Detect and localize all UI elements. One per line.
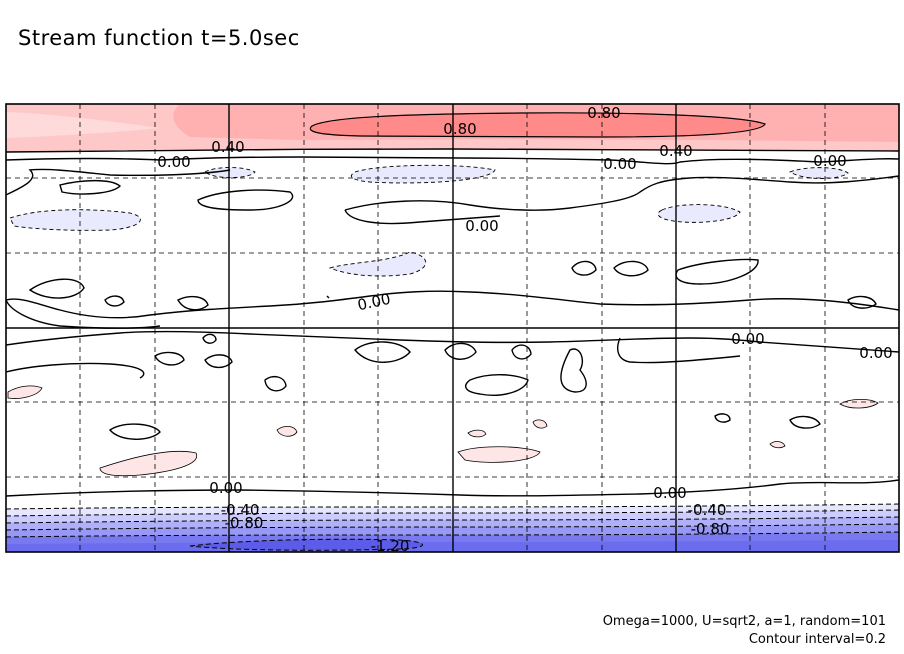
contour-label-5: 0.00	[603, 155, 636, 173]
contour-label-17: -1.20	[371, 537, 410, 555]
contour-label-2: 0.40	[211, 138, 244, 156]
contour-label-10: 0.00	[859, 344, 892, 362]
footer-parameters: Omega=1000, U=sqrt2, a=1, random=101	[602, 614, 886, 629]
contour-label-6: 0.00	[813, 152, 846, 170]
plot-area: 0.80 0.80 0.40 0.40 0.00 0.00 0.00 0.00 0.00 0.00…	[6, 104, 899, 555]
negative-contour-lines	[6, 503, 899, 538]
positive-core	[309, 112, 766, 138]
contour-label-12: 0.00	[653, 484, 686, 502]
contour-label-1: 0.80	[443, 120, 476, 138]
footer-contour-interval: Contour interval=0.2	[748, 632, 886, 647]
contour-label-14: -0.40	[688, 501, 727, 519]
grid-dashed	[6, 104, 899, 552]
contour-label-3: 0.40	[659, 142, 692, 160]
positive-band-light-left	[6, 112, 160, 138]
contour-label-4: 0.00	[157, 153, 190, 171]
contour-label-16: -0.80	[691, 520, 730, 538]
contour-label-7: 0.00	[465, 217, 498, 235]
negative-blobs	[9, 164, 849, 277]
contour-label-13: -0.40	[221, 501, 260, 519]
chart-title: Stream function t=5.0sec	[18, 26, 300, 50]
contour-label-15: -0.80	[225, 514, 264, 532]
plot-frame	[5, 103, 900, 553]
grid-solid	[6, 104, 899, 552]
contour-label-9: 0.00	[731, 330, 764, 348]
contour-labels: 0.80 0.80 0.40 0.40 0.00 0.00 0.00 0.00 0.00 0.00…	[157, 104, 892, 555]
contour-label-11: 0.00	[209, 479, 242, 497]
contour-label-0: 0.80	[587, 104, 620, 122]
negative-core	[189, 538, 423, 551]
positive-blobs	[7, 385, 879, 477]
